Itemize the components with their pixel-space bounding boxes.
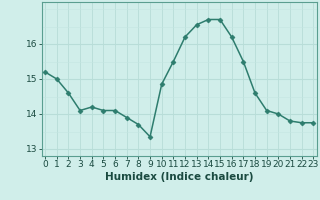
X-axis label: Humidex (Indice chaleur): Humidex (Indice chaleur) <box>105 172 253 182</box>
